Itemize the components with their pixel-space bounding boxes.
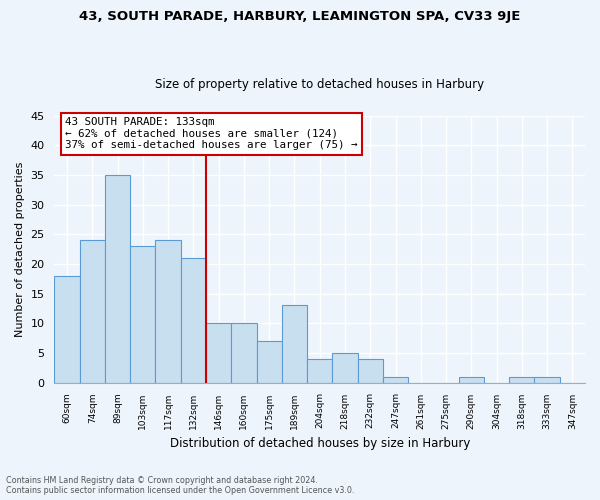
Y-axis label: Number of detached properties: Number of detached properties: [15, 162, 25, 337]
Bar: [358, 359, 383, 382]
Bar: [80, 240, 105, 382]
Bar: [130, 246, 155, 382]
Bar: [257, 341, 282, 382]
Bar: [332, 353, 358, 382]
Bar: [535, 376, 560, 382]
Bar: [458, 376, 484, 382]
Bar: [282, 306, 307, 382]
Text: 43, SOUTH PARADE, HARBURY, LEAMINGTON SPA, CV33 9JE: 43, SOUTH PARADE, HARBURY, LEAMINGTON SP…: [79, 10, 521, 23]
Bar: [181, 258, 206, 382]
Bar: [383, 376, 408, 382]
Bar: [307, 359, 332, 382]
Bar: [206, 324, 231, 382]
Bar: [55, 276, 80, 382]
Text: Contains HM Land Registry data © Crown copyright and database right 2024.
Contai: Contains HM Land Registry data © Crown c…: [6, 476, 355, 495]
Bar: [105, 175, 130, 382]
Bar: [155, 240, 181, 382]
Bar: [231, 324, 257, 382]
Bar: [509, 376, 535, 382]
Text: 43 SOUTH PARADE: 133sqm
← 62% of detached houses are smaller (124)
37% of semi-d: 43 SOUTH PARADE: 133sqm ← 62% of detache…: [65, 117, 358, 150]
Title: Size of property relative to detached houses in Harbury: Size of property relative to detached ho…: [155, 78, 484, 91]
X-axis label: Distribution of detached houses by size in Harbury: Distribution of detached houses by size …: [170, 437, 470, 450]
